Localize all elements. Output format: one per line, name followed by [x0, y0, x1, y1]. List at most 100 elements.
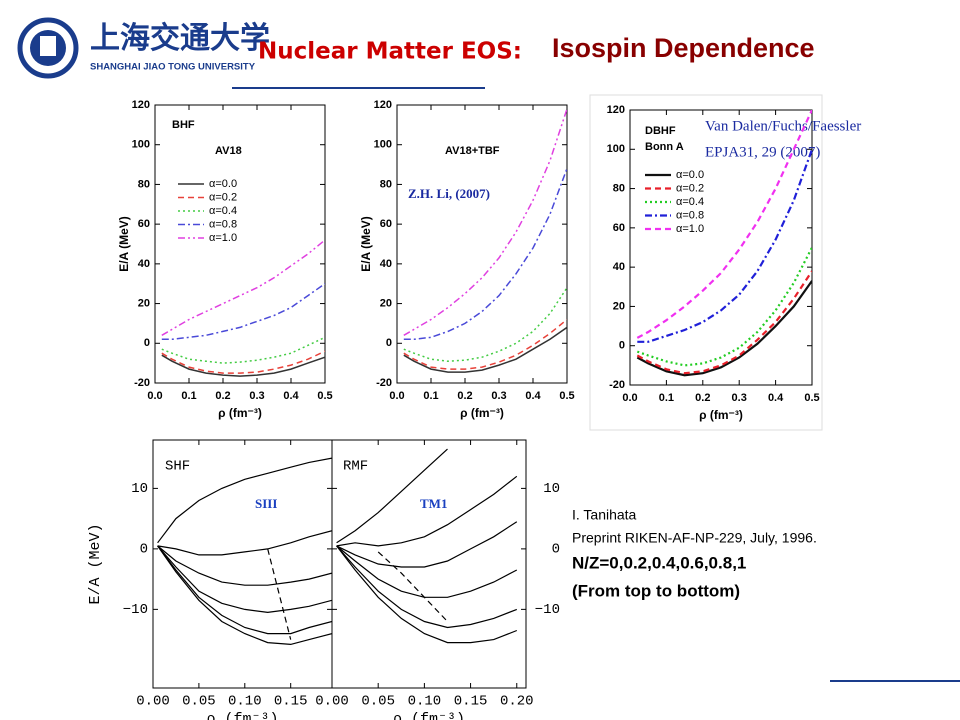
legend-label: α=0.4 — [676, 196, 704, 208]
series-line — [403, 108, 567, 336]
y-tick-label: 0 — [144, 337, 150, 349]
y-tick-label: -20 — [134, 377, 150, 389]
y-axis-label: E/A (MeV) — [117, 216, 131, 272]
x-tick-label: 0.4 — [768, 392, 784, 404]
series-line — [157, 545, 332, 646]
panel-label: SHF — [165, 459, 190, 475]
panel-label: AV18 — [215, 145, 242, 157]
x-tick-label: 0.05 — [182, 694, 216, 710]
legend-label: α=0.2 — [209, 191, 237, 203]
x-tick-label: 0.0 — [389, 390, 404, 402]
logo-book — [40, 36, 56, 56]
series-line — [636, 110, 812, 339]
y-tick-label: 60 — [613, 222, 625, 234]
series-line — [157, 545, 332, 635]
logo — [17, 17, 79, 79]
x-tick-label: 0.00 — [315, 694, 349, 710]
series-line — [157, 545, 332, 586]
x-tick-label: 0.5 — [559, 390, 574, 402]
plot-frame — [331, 439, 527, 689]
panel-label: BHF — [172, 119, 195, 131]
legend-label: α=0.0 — [209, 178, 237, 190]
y-tick-label: −10 — [535, 602, 560, 618]
y-tick-label: -20 — [376, 377, 392, 389]
x-tick-label: 0.15 — [274, 694, 308, 710]
legend-label: α=1.0 — [209, 232, 237, 244]
annotation: Van Dalen/Fuchs/Faessler — [705, 118, 861, 134]
series-line — [403, 326, 567, 373]
x-tick-label: 0.5 — [317, 390, 332, 402]
y-tick-label: 0 — [619, 340, 625, 352]
x-tick-label: 0.10 — [408, 694, 442, 710]
legend-label: α=0.0 — [676, 169, 704, 181]
x-axis-label: ρ (fm⁻³) — [206, 711, 278, 720]
note-ratios: N/Z=0,0.2,0.4,0.6,0.8,1 — [572, 553, 746, 572]
y-tick-label: 40 — [613, 261, 625, 273]
plot-frame — [154, 104, 326, 384]
y-tick-label: 100 — [132, 139, 150, 151]
x-tick-label: 0.0 — [622, 392, 637, 404]
panel-label: TM1 — [420, 496, 447, 511]
y-tick-label: 0 — [140, 542, 148, 558]
annotation: EPJA31, 29 (2007) — [705, 144, 820, 160]
annotation: Z.H. Li, (2007) — [408, 186, 490, 201]
y-tick-label: 80 — [613, 182, 625, 194]
x-tick-label: 0.1 — [659, 392, 674, 404]
y-tick-label: 20 — [380, 297, 392, 309]
y-tick-label: 20 — [138, 297, 150, 309]
x-tick-label: 0.20 — [500, 694, 534, 710]
y-tick-label: 80 — [380, 178, 392, 190]
x-axis-label: ρ (fm⁻³) — [460, 406, 504, 420]
y-tick-label: 120 — [132, 99, 150, 111]
series-line — [336, 448, 448, 544]
plot-lines — [636, 110, 812, 377]
panel-label: DBHF — [645, 125, 676, 137]
chart: 0.00 0.05 0.10 0.15 0.20 −10 0 10 ρ (fm⁻³) RMF TM1 — [315, 439, 560, 720]
x-tick-label: 0.0 — [147, 390, 162, 402]
y-tick-label: 40 — [138, 258, 150, 270]
y-tick-label: 0 — [552, 542, 560, 558]
title-part1: Nuclear Matter EOS: — [258, 39, 522, 65]
legend-label: α=0.8 — [209, 218, 237, 230]
dbhf-panel — [589, 94, 823, 431]
series-line — [157, 545, 332, 614]
series-line — [267, 548, 292, 640]
series-line — [403, 318, 567, 370]
series-line — [161, 350, 325, 374]
y-tick-label: 80 — [138, 178, 150, 190]
x-axis-label: ρ (fm⁻³) — [393, 711, 465, 720]
series-line — [377, 551, 448, 622]
x-tick-label: 0.3 — [732, 392, 747, 404]
x-tick-label: 0.2 — [695, 392, 710, 404]
y-tick-label: 40 — [380, 258, 392, 270]
chart: 0.0 0.1 0.2 0.3 0.4 0.5 -20 0 20 40 60 80 100 120 ρ (f… — [117, 99, 332, 420]
series-line — [161, 283, 325, 341]
x-axis-label: ρ (fm⁻³) — [699, 408, 743, 422]
series-line — [636, 246, 812, 367]
note-order: (From top to bottom) — [572, 581, 740, 600]
series-line — [636, 280, 812, 377]
x-tick-label: 0.3 — [249, 390, 264, 402]
title-part2: Isospin Dependence — [552, 33, 815, 63]
series-line — [637, 148, 812, 343]
y-tick-label: 20 — [613, 300, 625, 312]
x-tick-label: 0.2 — [215, 390, 230, 402]
y-axis-label: E/A (MeV) — [359, 216, 373, 272]
y-tick-label: 100 — [607, 143, 625, 155]
series-line — [336, 521, 518, 568]
y-tick-label: −10 — [123, 602, 148, 618]
university-en: SHANGHAI JIAO TONG UNIVERSITY — [90, 62, 256, 73]
x-tick-label: 0.1 — [181, 390, 196, 402]
series-line — [336, 545, 518, 644]
plot-lines — [336, 448, 518, 644]
university-cn: 上海交通大学 — [90, 21, 270, 56]
y-tick-label: 60 — [138, 218, 150, 230]
series-line — [403, 168, 567, 341]
legend-label: α=0.2 — [676, 182, 704, 194]
plot-lines — [157, 457, 332, 646]
plot-lines — [161, 239, 325, 377]
plot-lines — [403, 108, 567, 373]
x-tick-label: 0.3 — [491, 390, 506, 402]
x-tick-label: 0.00 — [136, 694, 170, 710]
